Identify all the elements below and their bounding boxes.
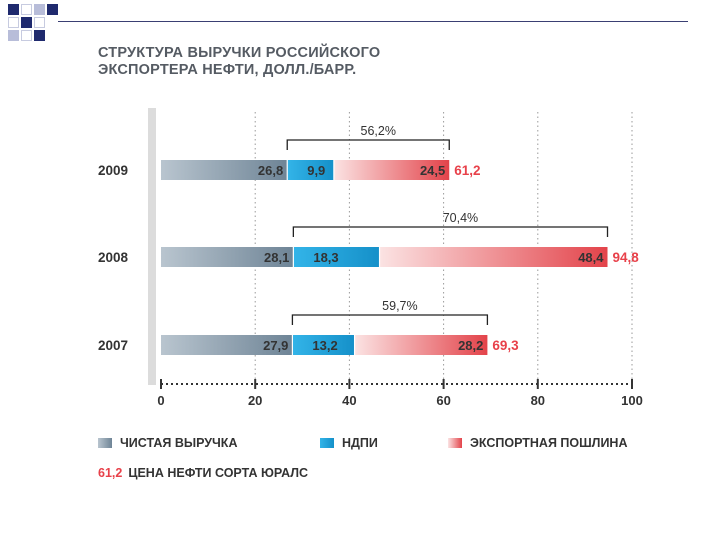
category-label-2007: 2007	[98, 338, 128, 353]
legend-label-ndpi: НДПИ	[342, 436, 378, 450]
data-label-export-duty-2009: 24,5	[420, 163, 445, 178]
x-tick-label-100: 100	[621, 393, 643, 408]
bar-net-revenue-2008	[161, 247, 294, 267]
legend-label-net-revenue: ЧИСТАЯ ВЫРУЧКА	[120, 436, 238, 450]
chart-title-line-1: СТРУКТУРА ВЫРУЧКИ РОССИЙСКОГО	[98, 45, 381, 61]
category-label-2009: 2009	[98, 163, 128, 178]
legend-label-export-duty: ЭКСПОРТНАЯ ПОШЛИНА	[470, 436, 628, 450]
legend-item-export-duty: ЭКСПОРТНАЯ ПОШЛИНА	[448, 436, 628, 450]
tax-share-label-2009: 56,2%	[361, 124, 396, 138]
bar-ndpi-2009	[287, 160, 334, 180]
legend-item-ndpi: НДПИ	[320, 436, 378, 450]
tax-bracket-2008	[292, 226, 609, 237]
x-tick-label-20: 20	[248, 393, 262, 408]
chart-title: СТРУКТУРА ВЫРУЧКИ РОССИЙСКОГО ЭКСПОРТЕРА…	[98, 45, 518, 79]
x-tick-label-80: 80	[531, 393, 545, 408]
bar-export-duty-2008	[379, 247, 608, 267]
legend-item-price: 61,2 ЦЕНА НЕФТИ СОРТА ЮРАЛС	[98, 466, 308, 480]
legend-item-net-revenue: ЧИСТАЯ ВЫРУЧКА	[98, 436, 237, 450]
category-label-2008: 2008	[98, 250, 129, 265]
data-label-export-duty-2008: 48,4	[578, 250, 604, 265]
total-label-2009: 61,2	[454, 163, 480, 178]
tax-bracket-2009	[286, 139, 450, 150]
tax-share-label-2008: 70,4%	[443, 211, 478, 225]
data-label-export-duty-2007: 28,2	[458, 338, 483, 353]
top-rule	[58, 21, 688, 22]
data-label-ndpi-2008: 18,3	[313, 250, 338, 265]
bar-net-revenue-2009	[161, 160, 288, 180]
data-label-ndpi-2009: 9,9	[307, 163, 325, 178]
data-label-net-revenue-2009: 26,8	[258, 163, 283, 178]
legend-price-value: 61,2	[98, 466, 123, 480]
legend-swatch-ndpi	[320, 438, 334, 448]
x-tick-label-0: 0	[157, 393, 164, 408]
bar-export-duty-2009	[333, 160, 450, 180]
tax-bracket-2007	[291, 314, 489, 325]
bar-ndpi-2007	[292, 335, 355, 355]
legend-swatch-net-revenue	[98, 438, 112, 448]
bar-export-duty-2007	[354, 335, 488, 355]
y-axis-band	[148, 108, 156, 385]
tax-share-label-2007: 59,7%	[382, 299, 417, 313]
bar-net-revenue-2007	[161, 335, 293, 355]
data-label-net-revenue-2008: 28,1	[264, 250, 289, 265]
chart-title-line-2: ЭКСПОРТЕРА НЕФТИ, ДОЛЛ./БАРР.	[98, 62, 357, 78]
total-label-2007: 69,3	[492, 338, 519, 353]
legend-label-price: ЦЕНА НЕФТИ СОРТА ЮРАЛС	[128, 466, 309, 480]
legend-swatch-export-duty	[448, 438, 462, 448]
data-label-ndpi-2007: 13,2	[312, 338, 337, 353]
data-label-net-revenue-2007: 27,9	[263, 338, 288, 353]
total-label-2008: 94,8	[613, 250, 640, 265]
x-tick-label-60: 60	[436, 393, 450, 408]
bar-ndpi-2008	[293, 247, 380, 267]
x-tick-label-40: 40	[342, 393, 356, 408]
